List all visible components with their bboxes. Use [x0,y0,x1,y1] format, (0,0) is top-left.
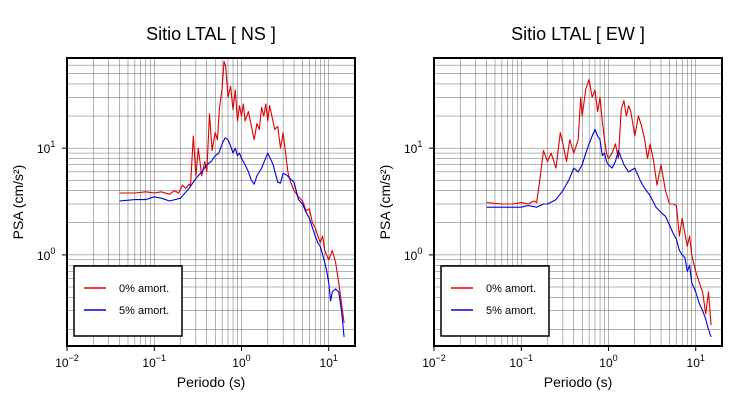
plot-frame [66,57,356,347]
plot-frame [433,57,723,347]
legend-box [73,265,183,337]
legend-label: 5% amort. [119,305,169,317]
x-tick-label: 101 [687,353,705,370]
y-tick-label: 101 [404,139,422,156]
y-tick-label: 101 [37,139,55,156]
legend: 0% amort. 5% amort. [440,265,550,337]
y-axis-label: PSA (cm/s²) [377,165,393,240]
series-line [119,137,345,338]
x-tick-label: 10−2 [55,353,79,370]
x-tick-label: 10−1 [509,353,533,370]
legend-label: 0% amort. [486,283,536,295]
series-line [486,128,712,338]
series-line [486,78,712,326]
x-tick-label: 10−1 [142,353,166,370]
x-tick-label: 100 [232,353,250,370]
y-tick-label: 100 [404,246,422,263]
legend-label: 0% amort. [119,283,169,295]
y-tick-label: 100 [37,246,55,263]
series-line [119,60,345,324]
x-axis-label: Periodo (s) [544,374,612,390]
legend: 0% amort. 5% amort. [73,265,183,337]
x-axis-label: Periodo (s) [177,374,245,390]
x-tick-label: 10−2 [422,353,446,370]
chart-title: Sitio LTAL [ EW ] [511,24,645,44]
legend-box [440,265,550,337]
legend-label: 5% amort. [486,305,536,317]
x-tick-label: 100 [599,353,617,370]
x-tick-label: 101 [320,353,338,370]
chart-panel: 10−2 10−1 100 101 100 101 Sitio LTAL [ NS ] Per… [10,24,356,390]
chart-panel: 10−2 10−1 100 101 100 101 Sitio LTAL [ EW ] Per… [377,24,723,390]
chart-title: Sitio LTAL [ NS ] [146,24,276,44]
y-axis-label: PSA (cm/s²) [10,165,26,240]
